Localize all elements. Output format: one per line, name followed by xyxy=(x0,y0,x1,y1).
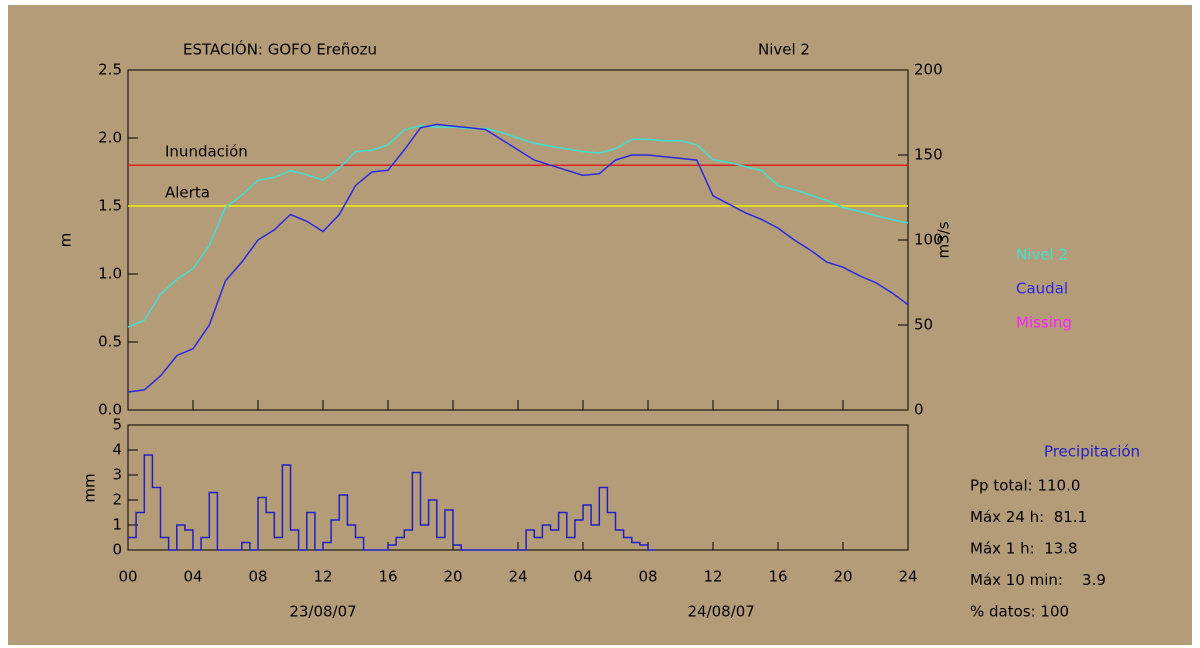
y2-tick-label: 150 xyxy=(914,146,943,164)
stat-line: % datos: 100 xyxy=(970,603,1069,621)
y-tick-label: 0.5 xyxy=(98,333,122,351)
x-tick-label: 12 xyxy=(313,568,332,586)
threshold-label: Inundación xyxy=(165,143,248,161)
stat-line: Pp total: 110.0 xyxy=(970,477,1080,495)
x-tick-label: 24 xyxy=(898,568,917,586)
legend-entry: Missing xyxy=(1016,314,1072,332)
y-tick-label: 4 xyxy=(112,441,122,459)
y-tick-label: 1.0 xyxy=(98,265,122,283)
background xyxy=(8,5,1192,645)
date-label: 24/08/07 xyxy=(687,603,754,621)
x-tick-label: 04 xyxy=(573,568,592,586)
y-tick-label: 2 xyxy=(112,491,122,509)
x-tick-label: 08 xyxy=(248,568,267,586)
x-tick-label: 04 xyxy=(183,568,202,586)
stat-line: Máx 24 h: 81.1 xyxy=(970,508,1087,526)
y2-axis-label: m3/s xyxy=(935,221,953,258)
date-label: 23/08/07 xyxy=(289,603,356,621)
stat-line: Máx 1 h: 13.8 xyxy=(970,540,1078,558)
chart-title: ESTACIÓN: GOFO Ereñozu xyxy=(183,40,377,59)
x-tick-label: 08 xyxy=(638,568,657,586)
legend-entry: Nivel 2 xyxy=(1016,246,1068,264)
y-tick-label: 1.5 xyxy=(98,197,122,215)
stat-line: Máx 10 min: 3.9 xyxy=(970,571,1106,589)
x-tick-label: 00 xyxy=(118,568,137,586)
y-tick-label: 2.0 xyxy=(98,129,122,147)
y2-tick-label: 200 xyxy=(914,61,943,79)
precip-title: Precipitación xyxy=(1044,443,1140,461)
x-tick-label: 16 xyxy=(378,568,397,586)
x-tick-label: 16 xyxy=(768,568,787,586)
x-tick-label: 20 xyxy=(833,568,852,586)
y-tick-label: 2.5 xyxy=(98,61,122,79)
x-tick-label: 12 xyxy=(703,568,722,586)
y-tick-label: 1 xyxy=(112,516,122,534)
y2-tick-label: 50 xyxy=(914,316,933,334)
series-line xyxy=(127,123,909,393)
y-axis-label: m xyxy=(57,233,75,248)
y-tick-label: 3 xyxy=(112,466,122,484)
y-tick-label: 0.0 xyxy=(98,401,122,419)
y2-tick-label: 0 xyxy=(914,401,924,419)
legend-entry: Caudal xyxy=(1016,280,1068,298)
series-line xyxy=(127,125,909,328)
x-tick-label: 24 xyxy=(508,568,527,586)
y-axis-label: mm xyxy=(81,473,99,502)
x-tick-label: 20 xyxy=(443,568,462,586)
y-tick-label: 5 xyxy=(112,416,122,434)
y-tick-label: 0 xyxy=(112,541,122,559)
precip-step xyxy=(128,454,657,551)
chart-subtitle: Nivel 2 xyxy=(758,41,810,59)
y2-tick-label: 100 xyxy=(914,231,943,249)
threshold-label: Alerta xyxy=(165,184,210,202)
